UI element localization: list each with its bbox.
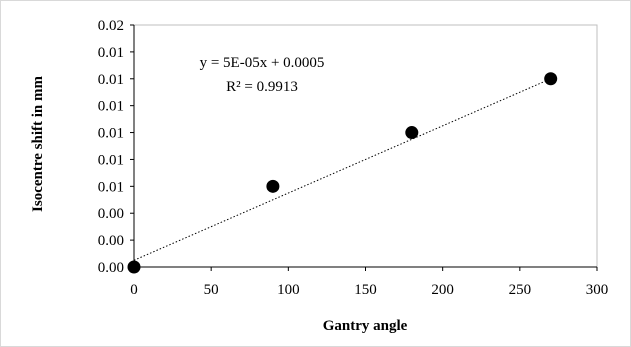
y-tick-label: 0.01 — [98, 126, 124, 142]
data-point — [544, 72, 558, 86]
y-axis-title: Isocentre shift in mm — [30, 76, 46, 212]
x-tick-label: 250 — [509, 282, 532, 298]
y-tick-label: 0.00 — [98, 206, 124, 222]
trendline-equation: y = 5E-05x + 0.0005 — [200, 55, 325, 71]
x-tick-label: 200 — [431, 282, 454, 298]
data-points — [127, 72, 558, 274]
x-tick-label: 0 — [130, 282, 138, 298]
y-tick-label: 0.01 — [98, 99, 124, 115]
y-tick-label: 0.01 — [98, 45, 124, 61]
tick-labels: 0.00 0.00 0.00 0.01 0.01 0.01 0.01 0.01 0.01 0.02… — [98, 18, 609, 298]
data-point — [405, 126, 419, 140]
x-tick-label: 300 — [586, 282, 609, 298]
x-tick-label: 50 — [204, 282, 219, 298]
y-tick-label: 0.00 — [98, 233, 124, 249]
y-tick-label: 0.01 — [98, 152, 124, 168]
x-tick-label: 150 — [354, 282, 377, 298]
y-tick-label: 0.02 — [98, 18, 124, 34]
y-tick-label: 0.00 — [98, 260, 124, 276]
y-tick-label: 0.01 — [98, 179, 124, 195]
trendline-layer — [133, 78, 551, 261]
y-tick-label: 0.01 — [98, 72, 124, 88]
x-axis-title: Gantry angle — [323, 318, 408, 334]
trendline — [133, 78, 551, 261]
data-point — [266, 179, 280, 193]
x-tick-label: 100 — [277, 282, 300, 298]
trendline-r-squared: R² = 0.9913 — [226, 79, 298, 95]
